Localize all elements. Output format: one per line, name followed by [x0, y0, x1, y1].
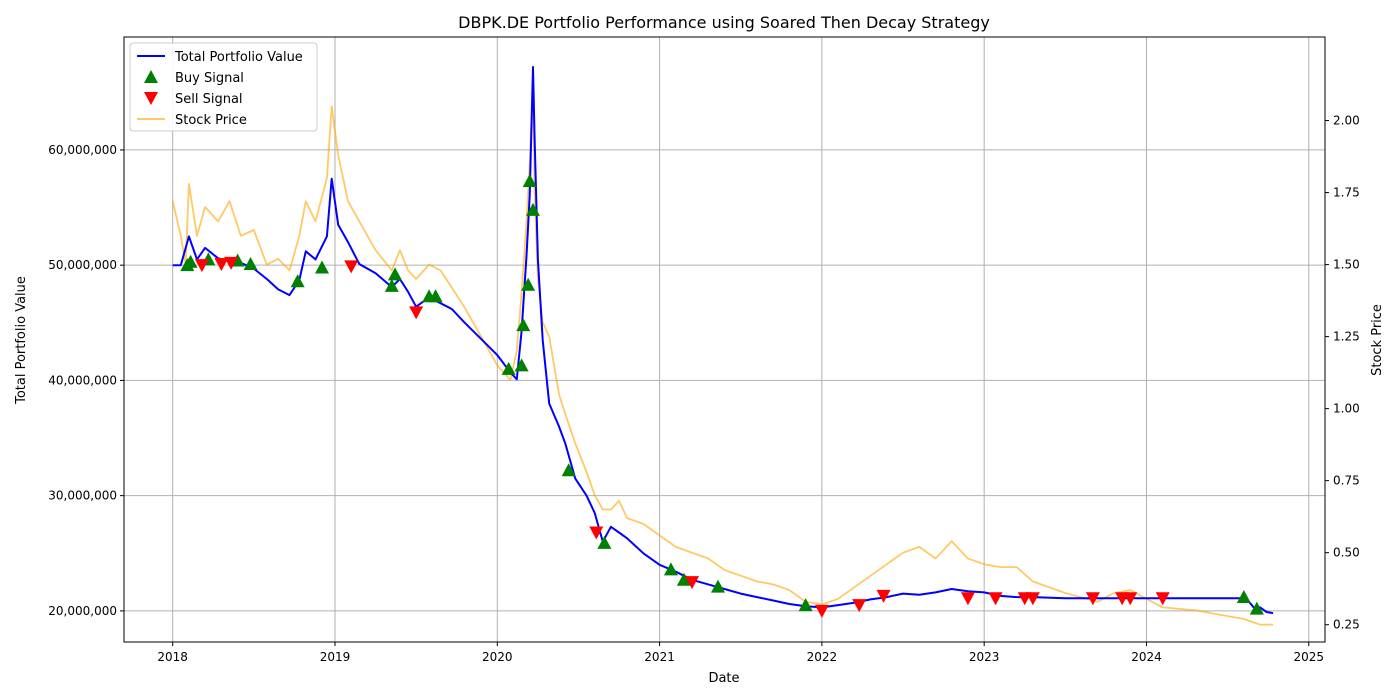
- buy-signal-marker: [290, 274, 305, 288]
- sell-signal-marker: [852, 599, 867, 613]
- sell-signal-marker: [960, 592, 975, 606]
- x-tick-label: 2024: [1131, 650, 1162, 664]
- y2-tick-label: 0.50: [1333, 546, 1360, 560]
- buy-signal-marker: [388, 267, 403, 281]
- y2-tick-label: 2.00: [1333, 114, 1360, 128]
- x-tick-label: 2019: [320, 650, 351, 664]
- sell-signal-marker: [214, 258, 229, 272]
- sell-signal-marker: [224, 256, 239, 270]
- y2-tick-label: 1.00: [1333, 402, 1360, 416]
- buy-signal-marker: [516, 318, 531, 332]
- x-axis-label: Date: [708, 671, 739, 686]
- buy-signal-marker: [315, 260, 330, 274]
- chart-title: DBPK.DE Portfolio Performance using Soar…: [458, 13, 990, 32]
- legend-sell-swatch: [144, 92, 158, 105]
- buy-signal-marker: [711, 579, 726, 593]
- legend-buy-swatch: [144, 70, 158, 83]
- y-tick-label: 40,000,000: [48, 373, 117, 387]
- y-tick-label: 60,000,000: [48, 143, 117, 157]
- sell-signal-marker: [1123, 592, 1138, 606]
- buy-signal-marker: [522, 174, 537, 188]
- sell-signal-marker: [876, 589, 891, 603]
- y2-tick-label: 1.50: [1333, 258, 1360, 272]
- buy-signal-marker: [798, 598, 813, 612]
- plot-frame: [123, 36, 1326, 643]
- stock-price-line: [171, 79, 1274, 626]
- buy-signal-marker: [1236, 590, 1251, 604]
- y2-tick-label: 1.25: [1333, 330, 1360, 344]
- x-tick-label: 2018: [157, 650, 188, 664]
- x-tick-label: 2025: [1293, 650, 1324, 664]
- stock-price-series: [171, 79, 1274, 626]
- sell-signal-marker: [194, 259, 209, 273]
- legend-price-label: Stock Price: [175, 113, 247, 128]
- buy-signal-marker: [183, 254, 198, 268]
- buy-signal-marker: [521, 277, 536, 291]
- y2-axis-ticks: 0.25 0.50 0.75 1.00 1.25 1.50 1.75 2.00: [1325, 114, 1360, 632]
- buy-signal-marker: [501, 361, 516, 375]
- sell-signal-marker: [1025, 592, 1040, 606]
- sell-signal-marker: [685, 576, 700, 590]
- sell-signal-marker: [1085, 592, 1100, 606]
- y2-tick-label: 0.25: [1333, 618, 1360, 632]
- y-axis-ticks: 20,000,000 30,000,000 40,000,000 50,000,000…: [48, 143, 124, 618]
- buy-signal-marker: [525, 202, 540, 216]
- x-tick-label: 2020: [482, 650, 513, 664]
- x-tick-label: 2023: [969, 650, 1000, 664]
- x-axis-ticks: 2018 2019 2020 2021 2022 2023 2024 2025: [157, 642, 1324, 664]
- sell-signal-marker: [589, 526, 604, 540]
- buy-signal-marker: [561, 463, 576, 477]
- x-tick-label: 2022: [807, 650, 838, 664]
- legend-sell-label: Sell Signal: [175, 92, 243, 107]
- sell-signal-marker: [1155, 592, 1170, 606]
- grid: [124, 37, 1325, 642]
- buy-signal-marker: [597, 535, 612, 549]
- y-tick-label: 30,000,000: [48, 489, 117, 503]
- sell-signal-marker: [409, 306, 424, 320]
- y-tick-label: 50,000,000: [48, 258, 117, 272]
- buy-signal-marker: [663, 562, 678, 576]
- buy-signal-marker: [428, 289, 443, 303]
- y2-axis-label: Stock Price: [1370, 304, 1385, 376]
- legend-buy-label: Buy Signal: [175, 71, 244, 86]
- buy-signal-marker: [676, 572, 691, 586]
- sell-signal-marker: [814, 604, 829, 618]
- buy-signal-marker: [384, 278, 399, 292]
- x-tick-label: 2021: [644, 650, 675, 664]
- y-axis-label: Total Portfolio Value: [14, 276, 29, 405]
- legend-portfolio-label: Total Portfolio Value: [174, 50, 303, 65]
- legend-box: [129, 42, 318, 132]
- legend: Total Portfolio Value Buy Signal Sell Si…: [129, 42, 318, 132]
- sell-signal-marker: [988, 592, 1003, 606]
- sell-signal-marker: [344, 260, 359, 274]
- buy-signal-marker: [514, 358, 529, 372]
- buy-signal-marker: [1249, 601, 1264, 615]
- y2-tick-label: 1.75: [1333, 186, 1360, 200]
- buy-signal-marker: [243, 257, 258, 271]
- signals: [180, 174, 1264, 618]
- y2-tick-label: 0.75: [1333, 474, 1360, 488]
- y-tick-label: 20,000,000: [48, 604, 117, 618]
